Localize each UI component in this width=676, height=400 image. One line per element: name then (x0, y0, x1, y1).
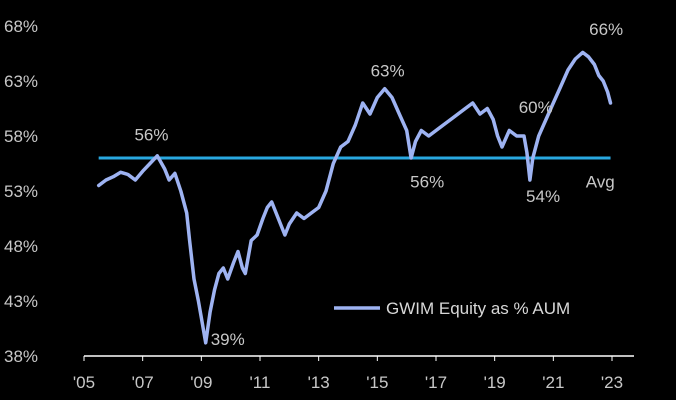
legend-label: GWIM Equity as % AUM (386, 299, 570, 318)
annotation-label: 56% (134, 125, 168, 144)
x-tick-label: '15 (366, 373, 388, 392)
y-tick-label: 48% (4, 237, 38, 256)
y-tick-label: 53% (4, 182, 38, 201)
annotation-label: 66% (589, 20, 623, 39)
x-tick-label: '05 (73, 373, 95, 392)
x-tick-label: '07 (132, 373, 154, 392)
y-tick-label: 68% (4, 17, 38, 36)
annotation-label: 54% (526, 187, 560, 206)
annotation-label: 63% (371, 62, 405, 81)
x-tick-label: '09 (190, 373, 212, 392)
annotation-label: 56% (410, 173, 444, 192)
x-tick-label: '11 (250, 373, 271, 392)
x-tick-label: '21 (542, 373, 564, 392)
x-tick-label: '23 (601, 373, 623, 392)
series-lines (96, 50, 613, 345)
y-tick-label: 43% (4, 292, 38, 311)
x-tick-label: '13 (308, 373, 330, 392)
y-tick-label: 38% (4, 347, 38, 366)
annotations: 56% 39% 63% 56% 60% 54% 66% Avg (134, 20, 623, 349)
annotation-label: Avg (586, 173, 615, 192)
equity-share-line (96, 50, 613, 345)
y-axis-ticks: 38% 43% 48% 53% 58% 63% 68% (4, 17, 38, 366)
x-axis-ticks: '05 '07 '09 '11 '13 '15 '17 '19 '21 '23 (73, 356, 623, 392)
y-tick-label: 63% (4, 72, 38, 91)
annotation-label: 60% (519, 98, 553, 117)
x-tick-label: '19 (484, 373, 506, 392)
x-tick-label: '17 (425, 373, 447, 392)
annotation-label: 39% (211, 330, 245, 349)
legend: GWIM Equity as % AUM (334, 299, 570, 318)
y-tick-label: 58% (4, 127, 38, 146)
